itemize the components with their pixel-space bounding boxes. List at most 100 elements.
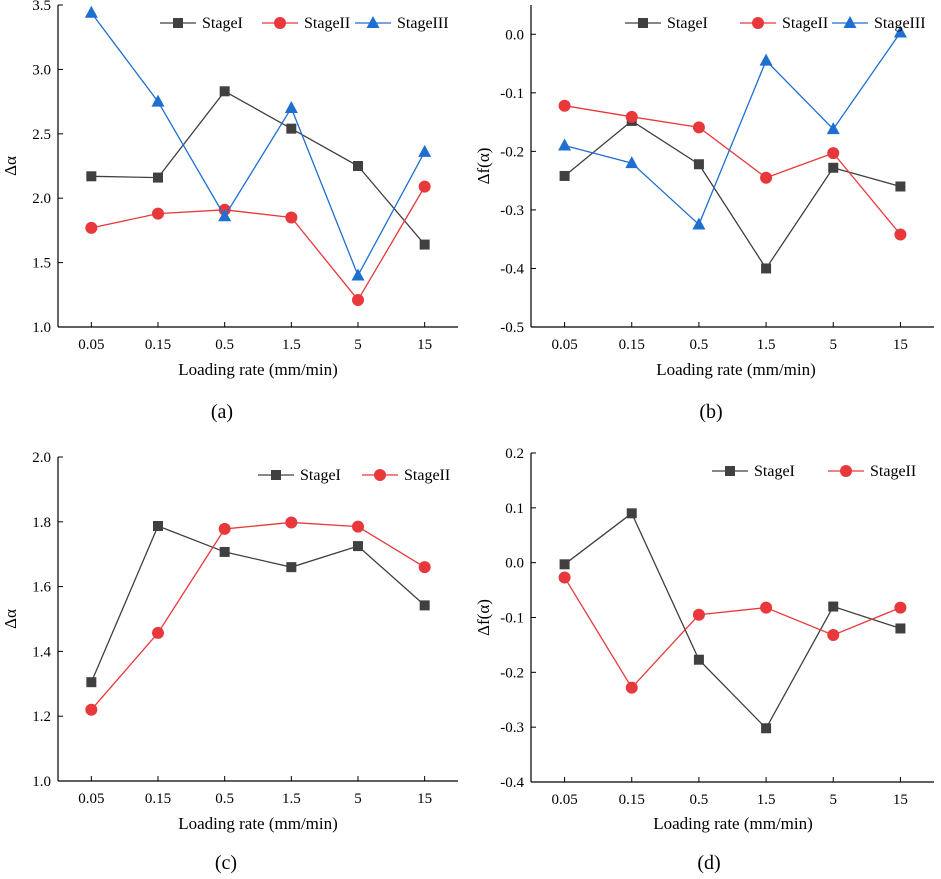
x-tick-label: 0.5 <box>690 337 709 353</box>
data-point-StageII <box>692 608 705 621</box>
data-point-StageIII <box>218 209 232 222</box>
series-line-StageII <box>564 105 901 235</box>
legend-label: StageI <box>202 15 243 32</box>
x-tick-label: 5 <box>830 337 838 353</box>
data-point-StageII <box>625 110 638 123</box>
data-point-StageII <box>152 207 164 220</box>
data-point-StageII <box>894 601 907 614</box>
data-point-StageII <box>692 121 705 134</box>
chart-panel-2: -0.5 -0.4 -0.3 -0.2 -0.1 0.0 0.05 0.15 0.5 1.5 5 15… <box>474 5 934 423</box>
y-axis-label: Δα <box>1 156 20 176</box>
y-tick-label: 0.0 <box>505 27 524 43</box>
legend-label: StageII <box>304 15 350 32</box>
data-point-StageI <box>153 172 163 183</box>
panel-label: (a) <box>211 401 233 423</box>
x-axis-label: Loading rate (mm/min) <box>178 814 338 833</box>
x-tick-label: 0.15 <box>619 337 645 353</box>
data-point-StageI <box>828 601 839 612</box>
data-point-StageII <box>418 561 431 574</box>
legend-label: StageI <box>300 467 341 484</box>
y-axis-label: Δα <box>1 609 20 629</box>
data-point-StageI <box>353 161 363 171</box>
data-point-StageII <box>352 520 364 533</box>
series-line-StageIII <box>90 12 426 278</box>
data-point-StageII <box>352 293 364 306</box>
x-tick-label: 5 <box>830 792 838 808</box>
x-tick-label: 5 <box>354 337 362 353</box>
legend-marker <box>752 17 764 29</box>
panel-label: (c) <box>215 852 237 874</box>
data-point-StageII <box>285 516 298 529</box>
x-tick-label: 15 <box>417 791 432 807</box>
legend-marker <box>725 466 735 476</box>
y-tick-label: 1.2 <box>32 709 51 725</box>
x-tick-label: 0.15 <box>619 792 645 808</box>
series-line-StageII <box>91 186 426 302</box>
data-point-StageI <box>219 86 230 97</box>
legend-marker <box>843 16 857 28</box>
data-point-StageII <box>85 221 98 234</box>
data-point-StageI <box>86 171 97 182</box>
data-point-StageIII <box>893 25 907 38</box>
x-tick-label: 0.05 <box>78 791 104 807</box>
x-tick-label: 1.5 <box>282 337 301 353</box>
data-point-StageI <box>693 654 704 665</box>
data-point-StageI <box>895 623 906 634</box>
chart-panel-4: -0.4 -0.3 -0.2 -0.1 0.0 0.1 0.2 0.05 0.15 0.5 1.5 5… <box>474 446 934 874</box>
data-point-StageI <box>761 263 772 274</box>
data-point-StageI <box>626 508 637 519</box>
data-point-StageI <box>895 181 906 192</box>
legend-label: StageIII <box>397 15 449 32</box>
legend-marker <box>840 465 852 477</box>
y-tick-label: 2.0 <box>32 191 51 207</box>
data-point-StageII <box>760 601 773 614</box>
series-line-StageIII <box>564 32 901 226</box>
y-tick-label: -0.4 <box>500 261 524 277</box>
y-tick-label: -0.1 <box>500 611 524 627</box>
data-point-StageIII <box>284 101 298 114</box>
x-axis-label: Loading rate (mm/min) <box>178 360 338 379</box>
data-point-StageII <box>558 99 571 112</box>
y-tick-label: 2.5 <box>32 127 51 143</box>
x-tick-label: 1.5 <box>282 791 301 807</box>
data-point-StageI <box>419 239 430 250</box>
y-tick-label: -0.4 <box>500 775 524 791</box>
x-tick-label: 15 <box>893 337 908 353</box>
data-point-StageI <box>419 600 430 611</box>
data-point-StageII <box>827 629 840 642</box>
legend-label: StageII <box>870 463 916 480</box>
data-point-StageI <box>559 559 570 570</box>
data-point-StageI <box>828 162 839 173</box>
data-point-StageIII <box>418 144 432 157</box>
data-point-StageIII <box>692 217 706 230</box>
data-point-StageI <box>353 541 363 552</box>
x-tick-label: 0.5 <box>690 792 709 808</box>
legend-marker <box>638 18 648 28</box>
legend-label: StageI <box>754 463 795 480</box>
data-point-StageIII <box>351 268 365 281</box>
legend-marker <box>274 17 286 29</box>
y-tick-label: 1.8 <box>32 515 51 531</box>
data-point-StageII <box>285 211 298 224</box>
x-tick-label: 0.05 <box>551 337 577 353</box>
data-point-StageII <box>760 171 773 184</box>
legend-marker <box>374 469 386 481</box>
legend-marker <box>271 470 281 480</box>
data-point-StageIII <box>558 138 572 151</box>
data-point-StageI <box>153 521 163 532</box>
data-point-StageIII <box>151 94 165 107</box>
data-point-StageII <box>152 626 164 639</box>
y-tick-label: 1.0 <box>32 774 51 790</box>
legend-marker <box>366 16 380 28</box>
legend-label: StageI <box>667 15 708 32</box>
data-point-StageIII <box>826 122 840 135</box>
data-point-StageIII <box>84 5 98 18</box>
series-line-StageI <box>91 90 426 245</box>
x-tick-label: 0.15 <box>145 337 171 353</box>
series-line-StageII <box>90 521 426 711</box>
y-tick-label: -0.5 <box>500 320 524 336</box>
y-tick-label: 0.0 <box>505 556 524 572</box>
x-axis-label: Loading rate (mm/min) <box>656 360 816 379</box>
data-point-StageII <box>218 522 231 535</box>
data-point-StageI <box>693 159 704 170</box>
